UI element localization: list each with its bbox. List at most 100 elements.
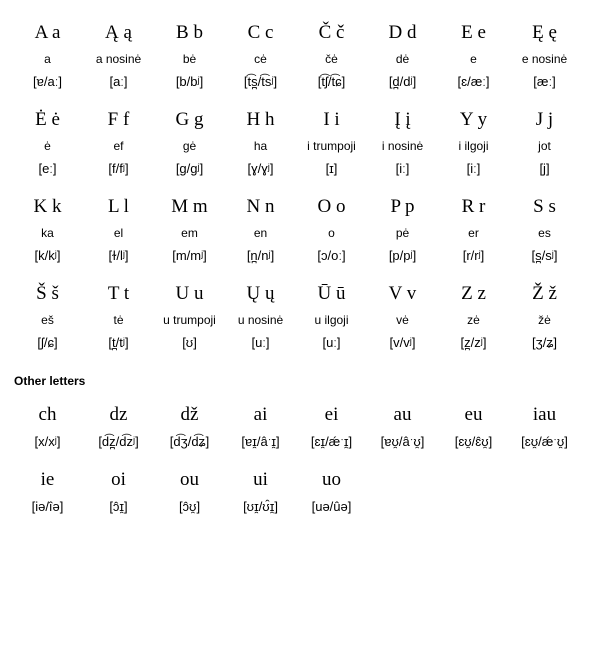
name-cell: i ilgoji bbox=[438, 137, 509, 159]
name-cell: i trumpoji bbox=[296, 137, 367, 159]
letter-cell: Č č bbox=[296, 12, 367, 50]
ipa-cell: [v/vʲ] bbox=[367, 333, 438, 360]
name-cell: a bbox=[12, 50, 83, 72]
other-letter-cell: ou bbox=[154, 459, 225, 497]
name-cell: eš bbox=[12, 311, 83, 333]
other-letter-cell: ui bbox=[225, 459, 296, 497]
name-row: kaelemenopėeres bbox=[12, 224, 580, 246]
name-row: ėefgėhai trumpojii nosinėi ilgojijot bbox=[12, 137, 580, 159]
other-ipa-cell: [ɛɪ̯/ǽˑɪ̯] bbox=[296, 432, 367, 459]
other-ipa-cell bbox=[438, 497, 509, 524]
ipa-cell: [ʊ] bbox=[154, 333, 225, 360]
other-letter-cell: uo bbox=[296, 459, 367, 497]
name-cell: en bbox=[225, 224, 296, 246]
other-ipa-row: [x/xʲ][d͡z̪/d͡zʲ][d͡ʒ/d͡ʑ][ɐɪ̯/âˑɪ̯][ɛɪ̯… bbox=[12, 432, 580, 459]
name-cell: bė bbox=[154, 50, 225, 72]
letter-cell: G g bbox=[154, 99, 225, 137]
ipa-cell: [aː] bbox=[83, 72, 154, 99]
letter-cell: A a bbox=[12, 12, 83, 50]
other-ipa-cell: [ɔ̂ɪ̯] bbox=[83, 497, 154, 524]
letter-cell: Š š bbox=[12, 273, 83, 311]
other-letter-cell: ch bbox=[12, 394, 83, 432]
other-letter-cell: ai bbox=[225, 394, 296, 432]
name-cell: a nosinė bbox=[83, 50, 154, 72]
letter-cell: H h bbox=[225, 99, 296, 137]
other-ipa-row: [iə/îə][ɔ̂ɪ̯][ɔ̂ʊ̯][ʊɪ̯/ʊ̂ɪ̯][uə/ûə] bbox=[12, 497, 580, 524]
letter-row: A aĄ ąB bC cČ čD dE eĘ ę bbox=[12, 12, 580, 50]
name-cell: u nosinė bbox=[225, 311, 296, 333]
name-cell: ė bbox=[12, 137, 83, 159]
ipa-cell: [uː] bbox=[225, 333, 296, 360]
ipa-cell: [t͡ʃ/t͡ɕ] bbox=[296, 72, 367, 99]
ipa-cell: [ʒ/ʑ] bbox=[509, 333, 580, 360]
name-cell: zė bbox=[438, 311, 509, 333]
name-cell: cė bbox=[225, 50, 296, 72]
name-cell: e nosinė bbox=[509, 50, 580, 72]
letter-cell: N n bbox=[225, 186, 296, 224]
alphabet-table: A aĄ ąB bC cČ čD dE eĘ ęaa nosinėbėcėčėd… bbox=[12, 12, 580, 524]
other-ipa-cell: [ɛʊ̯/ǽˑʊ̯] bbox=[509, 432, 580, 459]
other-ipa-cell: [d͡z̪/d͡zʲ] bbox=[83, 432, 154, 459]
letter-cell: Ū ū bbox=[296, 273, 367, 311]
name-row: eštėu trumpojiu nosinėu ilgojivėzėžė bbox=[12, 311, 580, 333]
other-letter-cell bbox=[367, 459, 438, 497]
letter-cell: Ą ą bbox=[83, 12, 154, 50]
letter-cell: D d bbox=[367, 12, 438, 50]
name-cell: vė bbox=[367, 311, 438, 333]
name-cell: es bbox=[509, 224, 580, 246]
ipa-row: [ɐ/aː][aː][b/bʲ][t͡s̪/t͡sʲ][t͡ʃ/t͡ɕ][d̪/… bbox=[12, 72, 580, 99]
ipa-cell: [d̪/dʲ] bbox=[367, 72, 438, 99]
ipa-cell: [t̪/tʲ] bbox=[83, 333, 154, 360]
other-letter-cell: ie bbox=[12, 459, 83, 497]
other-ipa-cell: [uə/ûə] bbox=[296, 497, 367, 524]
ipa-cell: [s̪/sʲ] bbox=[509, 246, 580, 273]
ipa-cell: [æː] bbox=[509, 72, 580, 99]
letter-cell: Į į bbox=[367, 99, 438, 137]
other-ipa-cell bbox=[509, 497, 580, 524]
letter-cell: L l bbox=[83, 186, 154, 224]
ipa-row: [k/kʲ][ɫ/lʲ][m/mʲ][n̪/nʲ][ɔ/oː][p/pʲ][r/… bbox=[12, 246, 580, 273]
ipa-cell: [ɐ/aː] bbox=[12, 72, 83, 99]
ipa-cell: [ɣ/ɣʲ] bbox=[225, 159, 296, 186]
other-letter-cell: eu bbox=[438, 394, 509, 432]
name-cell: o bbox=[296, 224, 367, 246]
name-cell: ef bbox=[83, 137, 154, 159]
ipa-cell: [n̪/nʲ] bbox=[225, 246, 296, 273]
letter-cell: Ų ų bbox=[225, 273, 296, 311]
name-row: aa nosinėbėcėčėdėee nosinė bbox=[12, 50, 580, 72]
letter-cell: T t bbox=[83, 273, 154, 311]
letter-cell: Z z bbox=[438, 273, 509, 311]
letter-row: Ė ėF fG gH hI iĮ įY yJ j bbox=[12, 99, 580, 137]
name-cell: e bbox=[438, 50, 509, 72]
letter-cell: M m bbox=[154, 186, 225, 224]
other-letter-cell: ei bbox=[296, 394, 367, 432]
letter-cell: K k bbox=[12, 186, 83, 224]
name-cell: ka bbox=[12, 224, 83, 246]
letter-cell: Ė ė bbox=[12, 99, 83, 137]
other-letter-cell: dž bbox=[154, 394, 225, 432]
other-ipa-cell: [ʊɪ̯/ʊ̂ɪ̯] bbox=[225, 497, 296, 524]
name-cell: gė bbox=[154, 137, 225, 159]
letter-cell: Y y bbox=[438, 99, 509, 137]
ipa-cell: [f/fʲ] bbox=[83, 159, 154, 186]
other-ipa-cell: [x/xʲ] bbox=[12, 432, 83, 459]
other-letter-cell: au bbox=[367, 394, 438, 432]
letter-cell: J j bbox=[509, 99, 580, 137]
other-letter-cell: oi bbox=[83, 459, 154, 497]
name-cell: žė bbox=[509, 311, 580, 333]
name-cell: i nosinė bbox=[367, 137, 438, 159]
other-ipa-cell: [ɐɪ̯/âˑɪ̯] bbox=[225, 432, 296, 459]
letter-cell: R r bbox=[438, 186, 509, 224]
ipa-cell: [iː] bbox=[438, 159, 509, 186]
letter-cell: B b bbox=[154, 12, 225, 50]
name-cell: er bbox=[438, 224, 509, 246]
letter-cell: C c bbox=[225, 12, 296, 50]
other-letters-header: Other letters bbox=[12, 360, 580, 394]
ipa-cell: [t͡s̪/t͡sʲ] bbox=[225, 72, 296, 99]
letter-cell: E e bbox=[438, 12, 509, 50]
name-cell: dė bbox=[367, 50, 438, 72]
ipa-cell: [iː] bbox=[367, 159, 438, 186]
ipa-row: [ʃ/ɕ][t̪/tʲ][ʊ][uː][uː][v/vʲ][z̪/zʲ][ʒ/ʑ… bbox=[12, 333, 580, 360]
other-ipa-cell: [ɐʊ̯/âˑʊ̯] bbox=[367, 432, 438, 459]
name-cell: pė bbox=[367, 224, 438, 246]
